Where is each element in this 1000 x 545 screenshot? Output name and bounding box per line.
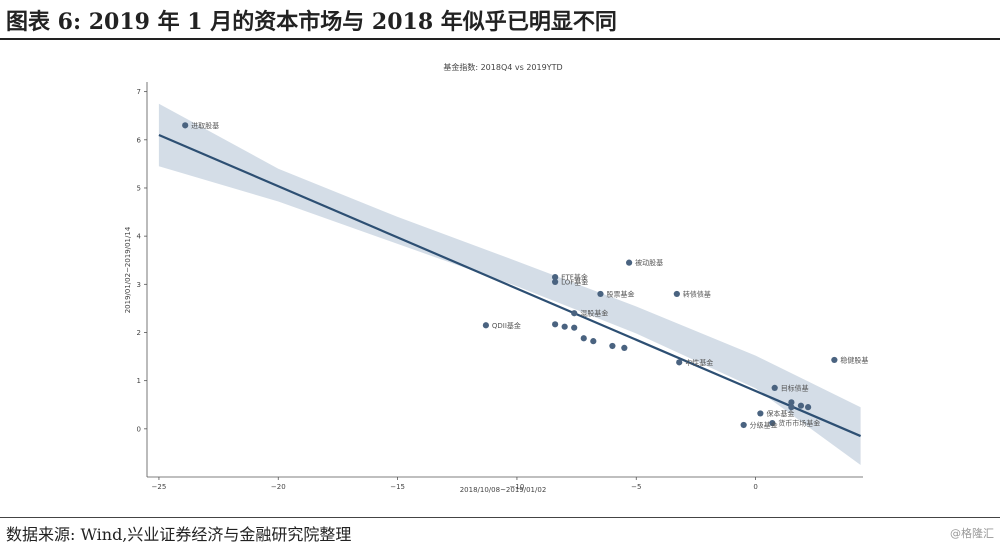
chart-container: −25 −20 −15 −10 −5 0 0 1 2 3 4 5 6 7 进取股基被动股基 ETF基金 LOF… (0, 40, 1000, 515)
data-point (788, 399, 795, 406)
regression-line (158, 133, 862, 438)
point-label: QDII基金 (492, 321, 521, 330)
confidence-band-layer (158, 103, 861, 465)
data-point (571, 324, 578, 331)
data-point (626, 259, 633, 266)
data-point (797, 402, 805, 409)
point-label: 被动股基 (635, 258, 663, 267)
data-point (552, 273, 559, 281)
data-point (831, 356, 838, 364)
data-point (771, 384, 778, 391)
y-tick-label: 0 (137, 425, 141, 433)
y-tick-label: 6 (137, 136, 142, 144)
point-label: 目标债基 (781, 383, 809, 392)
y-tick-label: 3 (137, 281, 141, 289)
data-source-note: 数据来源: Wind,兴业证券经济与金融研究院整理 (6, 525, 352, 544)
data-point (805, 404, 812, 411)
data-point (182, 122, 189, 129)
data-point (621, 344, 628, 352)
data-point (757, 410, 764, 417)
point-label: 保本基金 (766, 409, 794, 418)
point-label: LOF基金 (561, 277, 588, 286)
x-tick-label: −10 (510, 483, 525, 491)
point-label: 股票基金 (606, 289, 634, 298)
data-point (571, 310, 578, 317)
data-point (676, 359, 683, 366)
point-label: 混股基金 (580, 309, 608, 318)
data-point (552, 321, 559, 328)
point-label: 进取股基 (191, 121, 219, 130)
y-tick-label: 5 (137, 184, 141, 192)
data-point (769, 419, 776, 427)
data-point (482, 322, 490, 329)
y-tick-label: 4 (137, 233, 142, 241)
point-label: 货币市场基金 (778, 419, 820, 428)
watermark: @格隆汇 (950, 527, 994, 540)
data-point (740, 421, 747, 429)
point-label: 中性基金 (685, 358, 713, 367)
x-axis-label: 2018/10/08~2019/01/02 (460, 486, 547, 494)
point-label: 稳健股基 (840, 355, 868, 364)
data-point (561, 323, 568, 330)
y-tick-label: 7 (137, 88, 141, 96)
y-tick-label: 1 (137, 377, 141, 385)
data-point (673, 290, 680, 298)
data-point (590, 338, 597, 345)
regression-line-layer (158, 133, 862, 438)
confidence-band (158, 103, 861, 465)
point-label: ETF基金 (561, 273, 588, 282)
data-point (552, 278, 559, 286)
y-axis-label: 2019/01/02~2019/01/14 (124, 226, 132, 313)
x-tick-label: −5 (631, 483, 641, 491)
figure-title: 图表 6: 2019 年 1 月的资本市场与 2018 年似乎已明显不同 (6, 9, 617, 35)
data-point (788, 404, 795, 411)
data-point (597, 290, 604, 298)
point-label: 转债债基 (683, 289, 711, 298)
chart-title: 基金指数: 2018Q4 vs 2019YTD (443, 62, 562, 72)
header-divider (0, 38, 1000, 40)
points-layer (182, 122, 838, 429)
data-point (580, 335, 587, 342)
data-point (609, 342, 616, 350)
axes-layer: −25 −20 −15 −10 −5 0 0 1 2 3 4 5 6 7 (137, 82, 863, 491)
x-tick-label: −25 (152, 483, 167, 491)
point-label: 分级基金 (750, 420, 778, 429)
footer-divider (0, 517, 1000, 518)
x-tick-label: 0 (753, 483, 757, 491)
y-tick-label: 2 (137, 329, 141, 337)
report-header: 图表 6: 2019 年 1 月的资本市场与 2018 年似乎已明显不同 (0, 0, 1000, 40)
x-tick-label: −20 (271, 483, 286, 491)
x-tick-label: −15 (390, 483, 405, 491)
